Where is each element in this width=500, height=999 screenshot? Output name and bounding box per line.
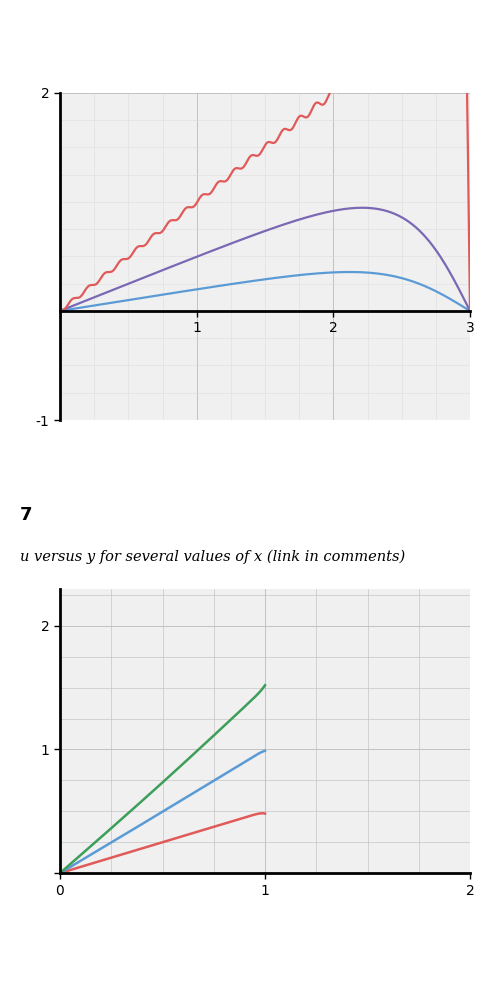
Text: u versus y for several values of x (link in comments): u versus y for several values of x (link… (20, 549, 405, 563)
Text: 7: 7 (20, 505, 32, 523)
